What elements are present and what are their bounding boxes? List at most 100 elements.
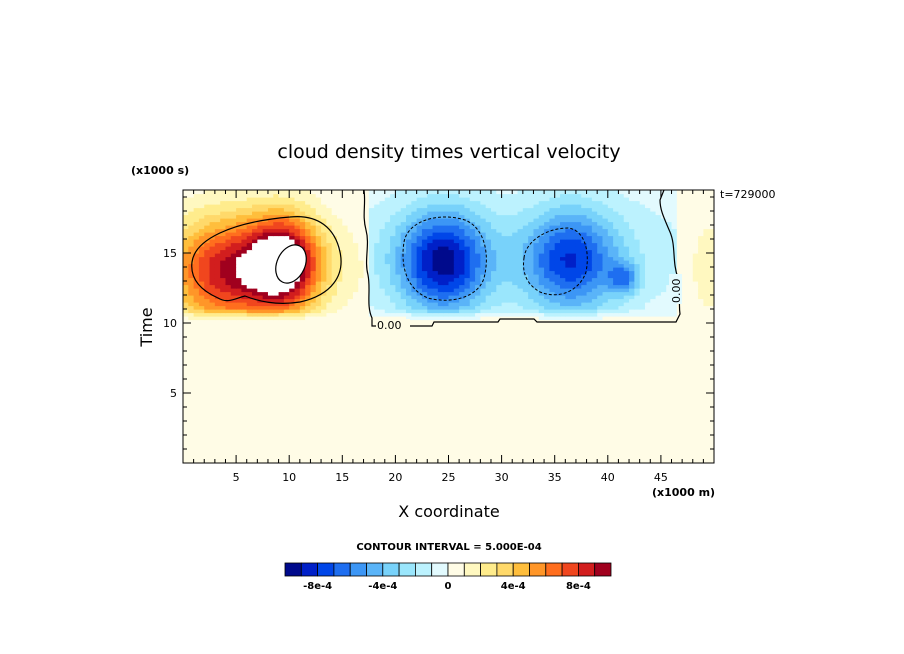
field-cell <box>384 449 391 454</box>
field-cell <box>252 295 258 300</box>
field-cell <box>321 323 327 328</box>
field-cell <box>629 330 635 335</box>
field-cell <box>241 361 248 366</box>
field-cell <box>501 445 508 450</box>
field-cell <box>315 375 322 380</box>
field-cell <box>188 368 195 373</box>
field-cell <box>198 372 205 377</box>
field-cell <box>597 389 604 394</box>
field-cell <box>294 431 301 436</box>
field-cell <box>421 354 428 359</box>
field-cell <box>252 375 258 380</box>
field-cell <box>246 330 253 335</box>
field-cell <box>496 389 503 394</box>
field-cell <box>533 438 540 443</box>
field-cell <box>650 414 657 419</box>
field-cell <box>464 435 471 440</box>
field-cell <box>581 302 588 307</box>
field-cell <box>607 288 614 293</box>
field-cell <box>416 375 423 380</box>
field-cell <box>315 400 322 405</box>
field-cell <box>623 347 630 352</box>
field-cell <box>358 365 365 370</box>
field-cell <box>671 417 678 422</box>
field-cell <box>629 407 635 412</box>
field-cell <box>289 316 296 321</box>
field-cell <box>283 438 290 443</box>
field-cell <box>650 421 657 426</box>
field-cell <box>671 337 678 342</box>
field-cell <box>193 396 200 401</box>
field-cell <box>368 365 375 370</box>
field-cell <box>698 361 704 366</box>
field-cell <box>522 386 529 391</box>
field-cell <box>512 326 519 331</box>
field-cell <box>246 417 253 422</box>
field-cell <box>443 386 450 391</box>
field-cell <box>533 305 540 310</box>
field-cell <box>294 316 301 321</box>
field-cell <box>698 389 704 394</box>
field-cell <box>650 396 657 401</box>
field-cell <box>512 431 519 436</box>
field-cell <box>183 400 189 405</box>
field-cell <box>352 333 359 338</box>
field-cell <box>273 428 280 433</box>
field-cell <box>687 337 694 342</box>
field-cell <box>676 393 683 398</box>
field-cell <box>331 421 338 426</box>
field-cell <box>252 361 258 366</box>
field-cell <box>305 438 312 443</box>
field-cell <box>565 421 572 426</box>
field-cell <box>225 340 232 345</box>
field-cell <box>538 400 545 405</box>
field-cell <box>629 417 635 422</box>
field-cell <box>469 295 476 300</box>
field-cell <box>400 414 407 419</box>
field-cell <box>193 389 200 394</box>
field-cell <box>602 337 609 342</box>
field-cell <box>427 361 434 366</box>
field-cell <box>236 368 243 373</box>
field-cell <box>363 459 370 463</box>
field-cell <box>650 347 657 352</box>
field-cell <box>406 431 412 436</box>
field-cell <box>453 386 460 391</box>
field-cell <box>586 393 593 398</box>
field-cell <box>655 410 662 415</box>
field-cell <box>586 417 593 422</box>
field-cell <box>623 375 630 380</box>
field-cell <box>299 424 306 429</box>
field-cell <box>480 414 487 419</box>
field-cell <box>310 396 317 401</box>
field-cell <box>453 396 460 401</box>
field-cell <box>400 435 407 440</box>
field-cell <box>267 428 274 433</box>
field-cell <box>512 410 519 415</box>
field-cell <box>501 400 508 405</box>
field-cell <box>512 291 519 296</box>
field-cell <box>299 326 306 331</box>
field-cell <box>644 414 651 419</box>
field-cell <box>602 428 609 433</box>
field-cell <box>416 393 423 398</box>
field-cell <box>390 435 396 440</box>
field-cell <box>682 386 689 391</box>
field-cell <box>496 417 503 422</box>
field-cell <box>257 386 264 391</box>
field-cell <box>193 358 200 363</box>
field-cell <box>586 351 593 356</box>
field-cell <box>347 449 354 454</box>
field-cell <box>469 375 476 380</box>
field-cell <box>639 361 646 366</box>
field-cell <box>294 351 301 356</box>
field-cell <box>273 393 280 398</box>
field-cell <box>326 333 333 338</box>
field-cell <box>294 312 301 317</box>
field-cell <box>591 375 598 380</box>
field-cell <box>538 358 545 363</box>
field-cell <box>400 431 407 436</box>
field-cell <box>671 302 678 307</box>
field-cell <box>506 312 513 317</box>
field-cell <box>209 372 216 377</box>
